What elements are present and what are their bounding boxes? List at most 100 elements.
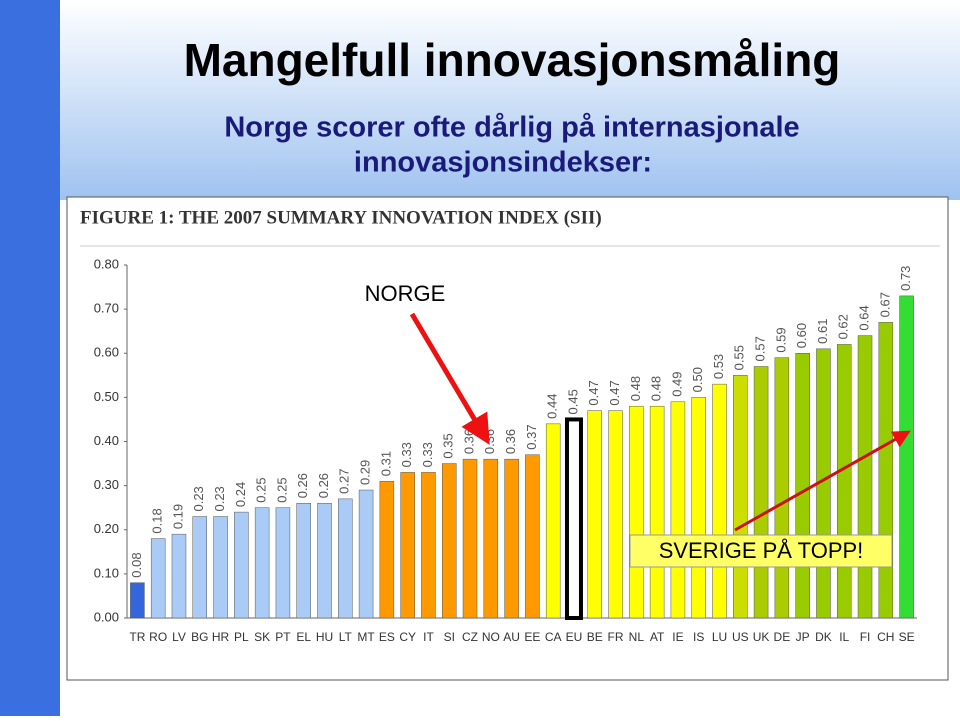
bar [338,498,353,619]
x-tick-label: BE [587,630,603,644]
y-tick-label: 0.50 [94,389,119,404]
arrow [734,430,911,532]
bar [296,503,311,619]
bar [358,489,374,619]
data-label: 0.60 [794,323,809,348]
y-tick-label: 0.40 [94,433,119,448]
data-label: 0.47 [586,380,601,405]
x-tick-label: EU [566,630,583,644]
bar [899,295,914,619]
chart-title: FIGURE 1: THE 2007 SUMMARY INNOVATION IN… [80,207,602,228]
bar [441,463,457,619]
data-label: 0.18 [150,508,165,533]
y-tick-label: 0.10 [94,565,119,580]
y-tick-label: 0.70 [94,301,119,316]
data-label: 0.73 [898,266,913,291]
bar [171,533,187,619]
slide-title: Mangelfull innovasjonsmåling [184,34,841,86]
x-tick-label: PT [275,630,291,644]
data-label: 0.26 [316,473,331,498]
annotation: SVERIGE PÅ TOPP! [659,538,864,563]
x-tick-label: SE [899,630,915,644]
data-label: 0.35 [441,433,456,458]
data-label: 0.45 [565,389,580,414]
data-label: 0.48 [649,376,664,401]
bar [670,401,686,619]
x-tick-label: LV [172,630,186,644]
x-tick-label: US [732,630,749,644]
data-label: 0.36 [503,429,518,454]
data-label: 0.27 [337,469,352,494]
bar [712,383,727,619]
data-label: 0.25 [254,477,269,502]
x-tick-label: CH [877,630,894,644]
data-label: 0.23 [191,486,206,511]
x-tick-label: IL [839,630,849,644]
x-tick-label: HU [316,630,333,644]
bar [878,322,894,619]
bar [564,417,583,620]
data-label: 0.57 [753,336,768,361]
x-tick-label: DK [815,630,832,644]
bar [774,357,790,619]
x-tick-label: BG [191,630,208,644]
data-label: 0.64 [856,305,871,330]
x-tick-label: SK [254,630,270,644]
x-tick-label: RO [149,630,167,644]
side-strip [0,0,60,716]
bar [254,507,270,619]
y-tick-label: 0.00 [94,609,119,624]
data-label: 0.67 [877,292,892,317]
bar [795,353,810,619]
annotation-box [629,534,893,568]
y-tick-label: 0.60 [94,345,119,360]
data-label: 0.08 [129,552,144,577]
x-tick-label: NO [482,630,500,644]
bar [649,405,665,619]
data-label: 0.53 [711,354,726,379]
data-label: 0.48 [628,376,643,401]
x-tick-label: AT [650,630,665,644]
x-tick-label: HR [212,630,230,644]
x-tick-label: CA [545,630,562,644]
bar [234,511,249,619]
data-label: 0.47 [607,380,622,405]
header-bg [0,0,960,200]
x-tick-label: IS [693,630,704,644]
data-label: 0.44 [545,394,560,419]
x-tick-label: FI [860,630,871,644]
x-tick-label: LU [712,630,727,644]
y-tick-label: 0.20 [94,521,119,536]
data-label: 0.49 [669,371,684,396]
bar [753,366,769,619]
data-label: 0.23 [212,486,227,511]
x-tick-label: TR [129,630,145,644]
x-tick-label: EL [296,630,311,644]
bar [130,582,145,619]
data-label: 0.59 [773,327,788,352]
bar [462,458,478,619]
x-tick-label: UK [753,630,770,644]
annotation: NORGE [365,281,446,306]
data-label: 0.50 [690,367,705,392]
bar [545,423,561,619]
slide-subtitle: innovasjonsindekser: [354,147,652,179]
bar [857,335,873,619]
x-tick-label: JP [796,630,810,644]
x-tick-label: SI [444,630,455,644]
data-label: 0.19 [170,504,185,529]
x-tick-label: IE [672,630,683,644]
x-tick-label: LT [339,630,353,644]
bar [150,538,166,619]
x-tick-label: DE [774,630,791,644]
bar [421,472,436,619]
x-tick-label: MT [357,630,375,644]
y-tick-label: 0.30 [94,477,119,492]
data-label: 0.31 [378,451,393,476]
bar [213,516,228,619]
data-label: 0.37 [524,424,539,449]
x-tick-label: CZ [462,630,478,644]
data-label: 0.33 [420,442,435,467]
data-label: 0.55 [732,345,747,370]
